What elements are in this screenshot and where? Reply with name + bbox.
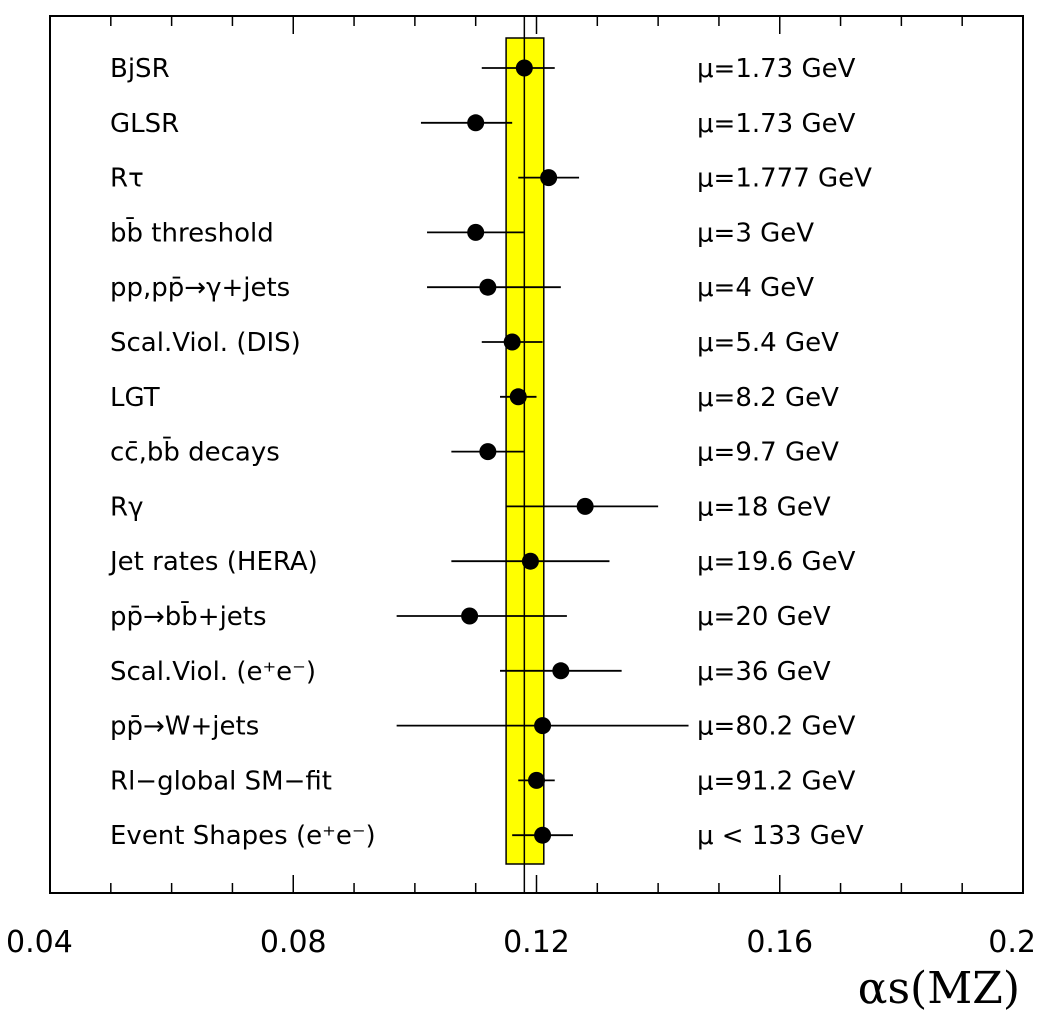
- measurement-label: LGT: [110, 383, 160, 413]
- measurement-row: pp̄→W+jets μ=80.2 GeV: [110, 712, 856, 742]
- measurement-label: Scal.Viol. (DIS): [110, 328, 301, 358]
- measurement-row: Scal.Viol. (e⁺e⁻) μ=36 GeV: [110, 657, 831, 687]
- measurement-row: GLSR μ=1.73 GeV: [110, 109, 856, 139]
- measurement-point: [503, 333, 521, 351]
- x-tick-label: 0.12: [503, 925, 570, 960]
- scale-label: μ=3 GeV: [697, 218, 814, 248]
- measurement-row: Rγ μ=18 GeV: [110, 492, 831, 522]
- x-axis-tick-labels: 0.04 0.08 0.12 0.16 0.2: [6, 925, 1036, 960]
- measurement-point: [467, 223, 485, 241]
- band-layer: [505, 16, 545, 893]
- x-tick-label: 0.04: [6, 925, 73, 960]
- measurement-row: LGT μ=8.2 GeV: [110, 383, 839, 413]
- measurement-point: [479, 278, 497, 296]
- measurement-label: bb̄ threshold: [110, 217, 274, 249]
- scale-label: μ=80.2 GeV: [697, 712, 856, 742]
- x-axis-ticks: [110, 16, 963, 893]
- measurement-point: [552, 662, 570, 680]
- x-axis-title: αs(MZ): [858, 963, 1020, 1014]
- measurement-point: [479, 443, 497, 461]
- measurement-point: [528, 771, 545, 789]
- measurement-label: Rγ: [110, 492, 143, 522]
- measurement-point: [521, 552, 539, 570]
- x-tick-label: 0.08: [260, 925, 327, 960]
- measurement-label: Rl−global SM−fit: [110, 766, 332, 796]
- measurement-label: pp̄→bb̄+jets: [110, 600, 267, 632]
- scale-label: μ=5.4 GeV: [697, 328, 839, 358]
- measurement-point: [515, 59, 533, 77]
- measurement-label: Scal.Viol. (e⁺e⁻): [110, 657, 316, 687]
- measurement-label: GLSR: [110, 109, 179, 139]
- measurement-point: [534, 826, 552, 844]
- measurement-point: [540, 169, 558, 187]
- measurement-row: pp̄→bb̄+jets μ=20 GeV: [110, 600, 831, 632]
- scale-label: μ=19.6 GeV: [697, 547, 856, 577]
- measurement-point: [509, 388, 527, 406]
- measurement-row: cc̄,bb̄ decays μ=9.7 GeV: [110, 436, 839, 468]
- measurement-row: pp,pp̄→γ+jets μ=4 GeV: [110, 273, 814, 303]
- measurement-label: pp,pp̄→γ+jets: [110, 273, 290, 303]
- scale-label: μ=1.777 GeV: [697, 164, 872, 194]
- scale-label: μ=4 GeV: [697, 273, 814, 303]
- scale-label: μ=20 GeV: [697, 602, 831, 632]
- scale-label: μ < 133 GeV: [697, 821, 864, 851]
- measurement-label: Rτ: [110, 164, 144, 194]
- measurement-point: [467, 114, 485, 132]
- measurement-point: [576, 497, 594, 515]
- measurement-label: Jet rates (HERA): [108, 547, 318, 577]
- measurement-row: Jet rates (HERA) μ=19.6 GeV: [108, 547, 856, 577]
- measurement-row: Event Shapes (e⁺e⁻) μ < 133 GeV: [110, 821, 864, 851]
- scale-label: μ=8.2 GeV: [697, 383, 839, 413]
- measurement-label: pp̄→W+jets: [110, 712, 259, 742]
- scale-label: μ=1.73 GeV: [697, 54, 856, 84]
- measurement-row: Rτ μ=1.777 GeV: [110, 164, 872, 194]
- measurement-label: BjSR: [110, 54, 170, 84]
- x-tick-label: 0.2: [988, 925, 1036, 960]
- scale-label: μ=9.7 GeV: [697, 438, 839, 468]
- measurement-point: [534, 717, 552, 735]
- scale-label: μ=36 GeV: [697, 657, 831, 687]
- measurement-point: [461, 607, 479, 625]
- measurement-row: BjSR μ=1.73 GeV: [110, 54, 856, 84]
- measurement-row: Scal.Viol. (DIS) μ=5.4 GeV: [110, 328, 839, 358]
- measurement-label: Event Shapes (e⁺e⁻): [110, 821, 376, 851]
- measurement-label: cc̄,bb̄ decays: [110, 436, 280, 468]
- measurement-row: Rl−global SM−fit μ=91.2 GeV: [110, 766, 856, 796]
- x-tick-label: 0.16: [746, 925, 813, 960]
- measurement-rows: BjSR μ=1.73 GeV GLSR μ=1.73 GeV Rτ μ=1.777 Ge…: [108, 54, 872, 851]
- scale-label: μ=91.2 GeV: [697, 766, 856, 796]
- measurement-row: bb̄ threshold μ=3 GeV: [110, 217, 814, 249]
- scale-label: μ=18 GeV: [697, 492, 831, 522]
- scale-label: μ=1.73 GeV: [697, 109, 856, 139]
